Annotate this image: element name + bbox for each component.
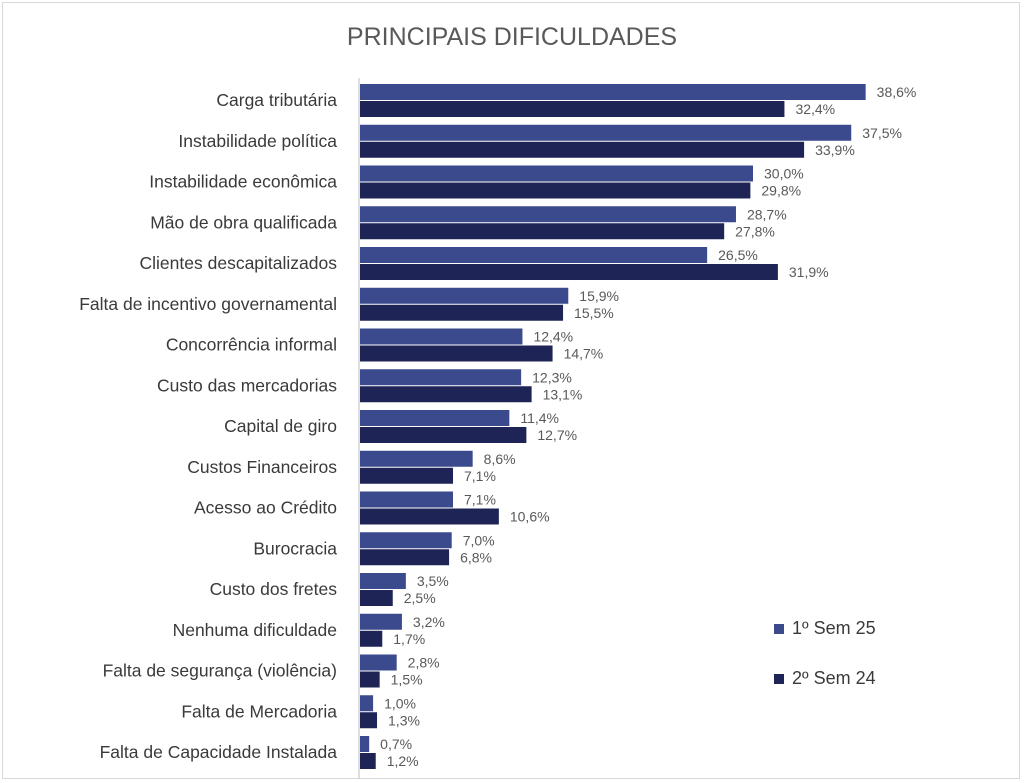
bar-1sem25: [360, 736, 370, 752]
data-label: 33,9%: [815, 142, 855, 158]
bar-2sem24: [360, 712, 378, 729]
bar-1sem25: [360, 573, 406, 589]
bar-2sem24: [360, 671, 380, 688]
data-label: 30,0%: [764, 166, 804, 182]
data-label: 26,5%: [718, 247, 758, 263]
legend-swatch: [774, 674, 784, 684]
bar-2sem24: [360, 467, 454, 484]
bar-1sem25: [360, 206, 736, 223]
data-label: 13,1%: [543, 386, 583, 402]
data-label: 32,4%: [795, 101, 835, 117]
data-label: 10,6%: [510, 509, 550, 525]
bar-2sem24: [360, 508, 499, 525]
data-label: 0,7%: [380, 736, 412, 752]
data-label: 1,2%: [387, 753, 419, 769]
bar-1sem25: [360, 328, 523, 345]
category-label: Falta de Mercadoria: [181, 701, 337, 721]
category-label: Falta de segurança (violência): [103, 661, 337, 681]
bar-1sem25: [360, 410, 510, 426]
category-label: Falta de incentivo governamental: [79, 294, 337, 314]
bar-1sem25: [360, 369, 522, 386]
bar-2sem24: [360, 182, 751, 199]
data-label: 1,3%: [388, 712, 420, 728]
data-label: 11,4%: [520, 410, 559, 426]
bar-2sem24: [360, 345, 553, 362]
legend-label: 2º Sem 24: [792, 668, 876, 688]
category-label: Falta de Capacidade Instalada: [100, 742, 338, 762]
bar-1sem25: [360, 84, 866, 100]
bar-2sem24: [360, 264, 778, 280]
bar-2sem24: [360, 141, 805, 158]
data-label: 38,6%: [877, 84, 917, 100]
data-label: 3,2%: [413, 614, 445, 630]
bar-2sem24: [360, 590, 393, 606]
data-label: 1,7%: [393, 631, 425, 647]
category-label: Instabilidade política: [178, 131, 337, 151]
bar-1sem25: [360, 450, 473, 467]
bar-2sem24: [360, 101, 785, 117]
data-label: 27,8%: [735, 223, 775, 239]
data-label: 28,7%: [747, 206, 787, 222]
category-label: Nenhuma dificuldade: [173, 620, 337, 640]
category-label: Burocracia: [253, 538, 337, 558]
bar-2sem24: [360, 549, 450, 566]
bar-2sem24: [360, 753, 376, 769]
data-label: 7,0%: [463, 532, 495, 548]
legend-label: 1º Sem 25: [792, 618, 876, 638]
data-label: 31,9%: [789, 264, 829, 280]
data-label: 1,5%: [391, 672, 423, 688]
bar-2sem24: [360, 223, 725, 240]
bar-1sem25: [360, 287, 569, 304]
chart-title: PRINCIPAIS DIFICULDADES: [347, 23, 677, 51]
category-label: Clientes descapitalizados: [140, 253, 338, 273]
bar-2sem24: [360, 630, 383, 647]
category-label: Capital de giro: [224, 416, 337, 436]
data-label: 12,7%: [537, 427, 577, 443]
data-label: 1,0%: [384, 695, 416, 711]
category-label: Concorrência informal: [166, 335, 337, 355]
legend: 1º Sem 25 2º Sem 24: [774, 618, 876, 688]
bar-2sem24: [360, 427, 527, 443]
bar-2sem24: [360, 386, 532, 403]
bar-1sem25: [360, 491, 454, 508]
category-label: Carga tributária: [216, 90, 337, 110]
category-label: Instabilidade econômica: [149, 172, 337, 192]
category-label: Custo dos fretes: [210, 579, 338, 599]
data-label: 8,6%: [484, 451, 516, 467]
data-label: 37,5%: [862, 125, 902, 141]
bar-1sem25: [360, 124, 852, 141]
bar-1sem25: [360, 654, 397, 671]
bar-1sem25: [360, 165, 753, 182]
legend-swatch: [774, 624, 784, 634]
bar-1sem25: [360, 247, 708, 263]
data-label: 2,8%: [408, 655, 440, 671]
data-label: 6,8%: [460, 549, 492, 565]
data-label: 29,8%: [761, 183, 801, 199]
data-label: 3,5%: [417, 573, 449, 589]
data-label: 2,5%: [404, 590, 436, 606]
category-label: Acesso ao Crédito: [194, 498, 337, 518]
bar-1sem25: [360, 532, 452, 549]
data-label: 7,1%: [464, 492, 496, 508]
category-label: Custo das mercadorias: [157, 375, 337, 395]
data-label: 12,4%: [533, 329, 573, 345]
data-label: 14,7%: [564, 346, 604, 362]
data-label: 7,1%: [464, 468, 496, 484]
data-label: 15,9%: [579, 288, 619, 304]
bar-1sem25: [360, 695, 374, 712]
bar-2sem24: [360, 304, 564, 321]
category-label: Custos Financeiros: [187, 457, 337, 477]
data-label: 15,5%: [574, 305, 614, 321]
category-label: Mão de obra qualificada: [150, 212, 337, 232]
bar-1sem25: [360, 613, 402, 630]
data-label: 12,3%: [532, 369, 572, 385]
bars-layer: Carga tributária 38,6% 32,4% Instabilidade …: [79, 78, 916, 779]
